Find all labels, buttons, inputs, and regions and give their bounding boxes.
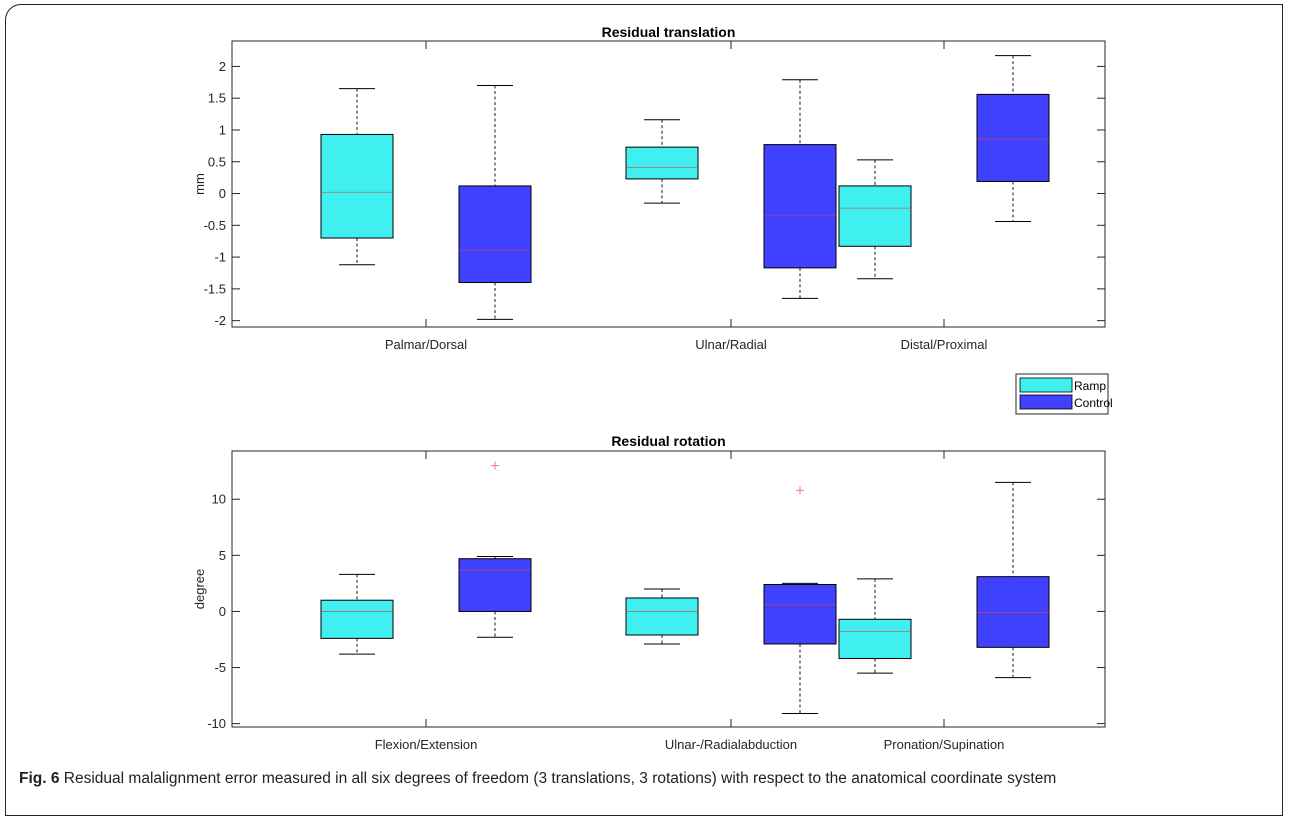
y-tick-label: -1 [214,250,226,265]
box-iqr [320,133,394,239]
x-tick-label: Ulnar-/Radialabduction [665,737,797,752]
figure-frame [5,4,1283,816]
box-control-1 [458,84,532,320]
box-ramp-1 [320,573,394,655]
outlier-marker [796,486,804,495]
legend-swatch-control [1019,394,1073,410]
box-iqr [625,597,699,636]
y-axis-label: degree [192,569,207,609]
y-tick-label: 10 [212,492,226,507]
x-tick-label: Flexion/Extension [375,737,478,752]
y-tick-label: 1.5 [208,91,226,106]
y-tick-label: 0.5 [208,154,226,169]
y-tick-label: -10 [207,716,226,731]
y-tick-label: 0 [219,186,226,201]
box-iqr [320,599,394,639]
x-tick-label: Pronation/Supination [884,737,1005,752]
caption-text: Residual malalignment error measured in … [63,770,1057,787]
caption-label: Fig. 6 [19,770,60,787]
y-tick-label: 2 [219,59,226,74]
figure-caption: Fig. 6 Residual malalignment error measu… [19,768,1269,790]
y-tick-label: 5 [219,548,226,563]
legend: Ramp Control [1015,373,1113,415]
panel-2: Residual rotation degree -10 -5 0 5 10 Flexion/… [192,433,1106,752]
chart-title: Residual translation [602,24,736,40]
box-iqr [838,618,912,660]
y-axis-label: mm [192,173,207,195]
chart-title: Residual rotation [611,433,725,449]
figure-charts: Residual translation mm -2 -1.5 -1 -0.5 0 0.5 1 1… [192,24,1113,752]
box-iqr [976,576,1050,648]
box-control-1 [458,461,532,638]
x-tick-label: Distal/Proximal [901,337,988,352]
y-tick-label: -0.5 [204,218,226,233]
box-ramp-3 [838,159,912,280]
box-ramp-1 [320,88,394,266]
y-tick-label: 1 [219,122,226,137]
box-control-2 [763,486,837,715]
legend-label-control: Control [1074,396,1113,410]
panel-1: Residual translation mm -2 -1.5 -1 -0.5 0 0.5 1 1… [192,24,1106,352]
box-iqr [625,146,699,180]
box-control-3 [976,55,1050,222]
outlier-marker [491,461,499,470]
box-iqr [763,144,837,269]
box-ramp-2 [625,119,699,204]
y-tick-label: -2 [214,313,226,328]
x-tick-label: Ulnar/Radial [695,337,767,352]
box-control-2 [763,79,837,299]
legend-label-ramp: Ramp [1074,379,1106,393]
x-tick-label: Palmar/Dorsal [385,337,467,352]
box-iqr [838,185,912,247]
box-control-3 [976,481,1050,679]
box-iqr [458,185,532,284]
box-iqr [763,584,837,645]
box-iqr [458,558,532,612]
box-iqr [976,93,1050,182]
legend-swatch-ramp [1019,377,1073,393]
y-tick-label: -5 [214,660,226,675]
box-ramp-2 [625,588,699,645]
box-ramp-3 [838,578,912,674]
y-tick-label: -1.5 [204,281,226,296]
y-tick-label: 0 [219,604,226,619]
